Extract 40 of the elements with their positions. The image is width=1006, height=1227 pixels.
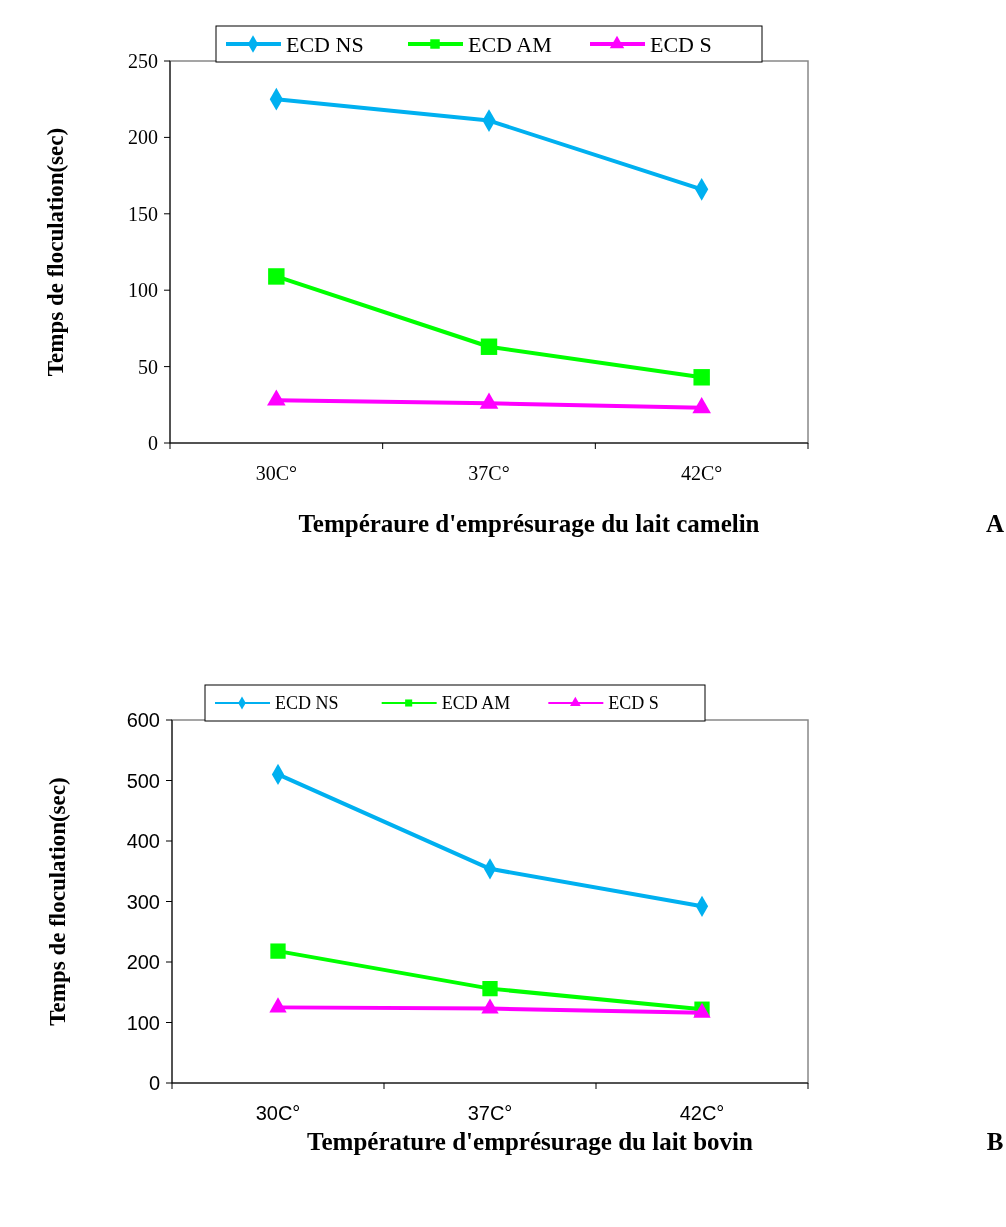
x-tick-label: 42C° [679, 1102, 725, 1124]
y-tick-label: 250 [128, 50, 158, 72]
y-tick-label: 100 [128, 279, 158, 302]
y-tick-label: 0 [148, 1072, 160, 1094]
x-axis-title: Tempéraure d'emprésurage du lait camelin [298, 510, 760, 537]
legend-label: ECD NS [286, 31, 364, 57]
point [268, 268, 285, 285]
point [692, 397, 711, 414]
point [479, 392, 499, 409]
legend-label: ECD AM [441, 693, 511, 714]
x-axis-title: Température d'emprésurage du lait bovin [307, 1128, 754, 1155]
x-tick-label: 42C° [680, 462, 723, 484]
point [267, 389, 286, 406]
legend-label: ECD NS [275, 693, 339, 714]
y-axis-title: Temps de floculation(sec) [45, 777, 70, 1026]
y-tick-label: 300 [126, 890, 160, 913]
text: B [986, 1128, 1004, 1155]
point [270, 943, 286, 959]
y-axis-title: Temps de floculation(sec) [43, 127, 68, 377]
point [481, 998, 499, 1014]
x-tick-label: 37C° [468, 462, 510, 484]
y-tick-label: 500 [126, 769, 160, 792]
legend-label: ECD S [650, 31, 712, 57]
legend-label: ECD S [608, 693, 659, 714]
y-tick-label: 200 [126, 951, 160, 973]
y-tick-label: 150 [128, 202, 158, 225]
y-tick-label: 200 [128, 126, 158, 149]
x-tick-label: 30C° [255, 1102, 301, 1124]
point [269, 997, 287, 1013]
point [480, 338, 498, 355]
point [482, 980, 498, 997]
legend-label: ECD AM [468, 31, 552, 57]
y-tick-label: 50 [138, 355, 158, 378]
y-tick-label: 100 [126, 1011, 160, 1034]
text: A [985, 510, 1005, 537]
x-tick-label: 30C° [255, 462, 298, 484]
y-tick-label: 0 [148, 432, 158, 454]
y-tick-label: 400 [126, 830, 160, 852]
y-tick-label: 600 [126, 709, 160, 731]
x-tick-label: 37C° [467, 1102, 513, 1124]
